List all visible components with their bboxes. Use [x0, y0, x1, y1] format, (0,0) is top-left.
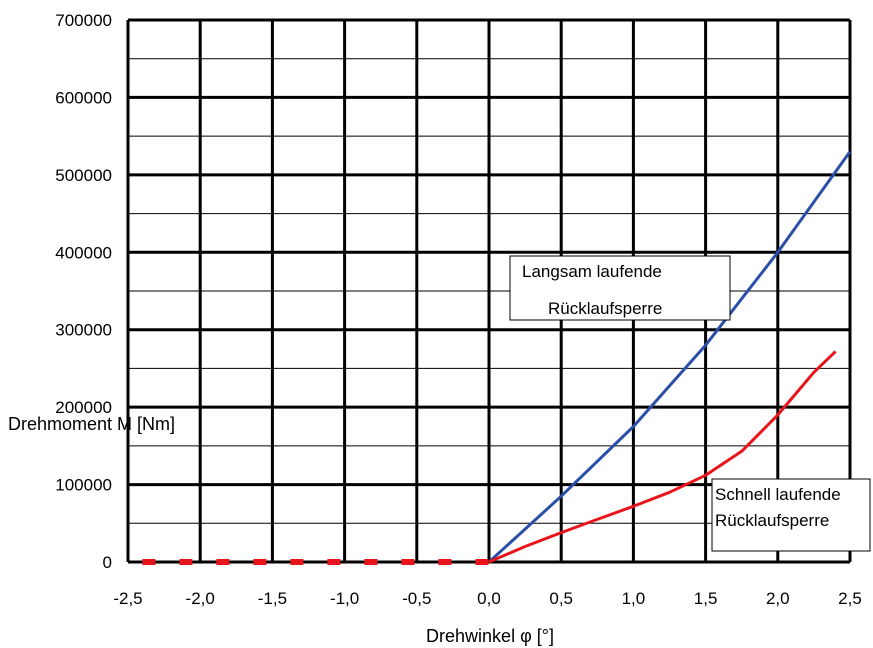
y-axis-title: Drehmoment M [Nm]	[8, 414, 175, 434]
y-tick-label: 300000	[55, 321, 112, 340]
y-tick-label: 700000	[55, 11, 112, 30]
series	[142, 150, 852, 565]
x-tick-label: 1,0	[622, 589, 646, 608]
tick-labels: -2,5 -2,0 -1,5 -1,0 -0,5 0,0 0,5 1,0 1,5 2,0 2,5 0 1…	[55, 11, 862, 608]
x-tick-label: -2,5	[113, 589, 142, 608]
annotation-box: Schnell laufende Rücklaufsperre	[711, 478, 871, 552]
x-axis-title: Drehwinkel φ [°]	[426, 626, 554, 646]
annotation-box: Langsam laufende Rücklaufsperre	[509, 255, 731, 321]
y-tick-label: 600000	[55, 88, 112, 107]
x-tick-label: -1,0	[330, 589, 359, 608]
series-line-2	[488, 350, 837, 564]
y-tick-label: 200000	[55, 398, 112, 417]
y-tick-label: 0	[103, 553, 112, 572]
x-tick-label: 2,5	[838, 589, 862, 608]
x-tick-label: 0,5	[549, 589, 573, 608]
x-tick-label: 2,0	[766, 589, 790, 608]
x-tick-label: 1,5	[694, 589, 718, 608]
x-tick-label: -0,5	[402, 589, 431, 608]
annotation-frame	[711, 478, 871, 552]
y-tick-label: 500000	[55, 166, 112, 185]
x-tick-label: -2,0	[186, 589, 215, 608]
x-tick-label: -1,5	[258, 589, 287, 608]
x-tick-label: 0,0	[477, 589, 501, 608]
annotation-frame	[509, 255, 731, 321]
series-line-1	[487, 150, 852, 564]
annotation-line: Schnell laufende	[715, 485, 841, 504]
y-tick-label: 100000	[55, 476, 112, 495]
annotation-line: Rücklaufsperre	[548, 299, 662, 318]
annotation-line: Rücklaufsperre	[715, 511, 829, 530]
annotation-line: Langsam laufende	[522, 262, 662, 281]
y-tick-label: 400000	[55, 243, 112, 262]
